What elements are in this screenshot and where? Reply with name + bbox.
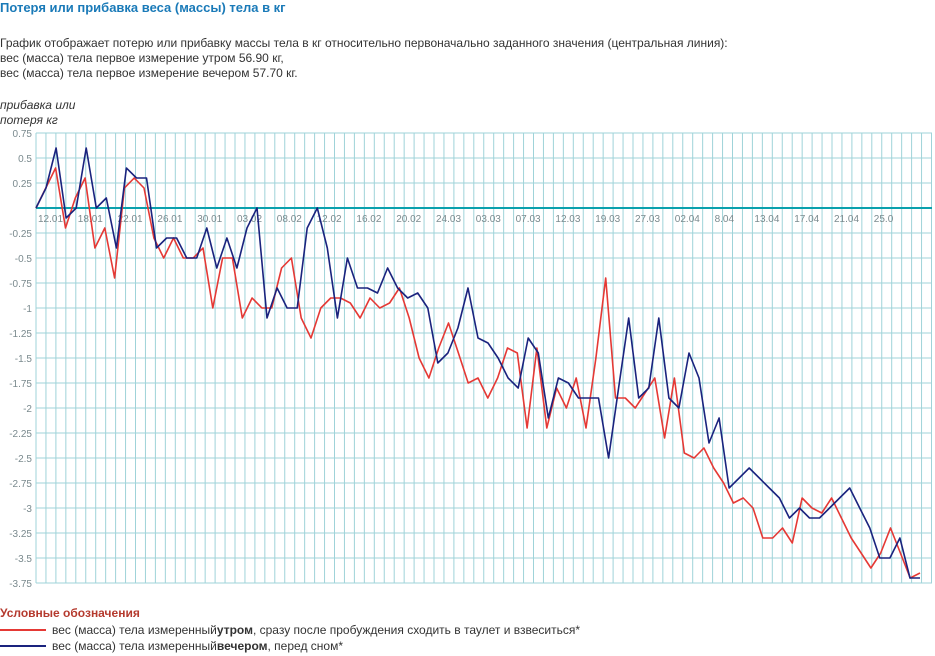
y-tick-label: 0.5 bbox=[18, 154, 32, 165]
y-tick-label: 0.75 bbox=[13, 129, 33, 140]
y-tick-label: -0.5 bbox=[15, 254, 33, 265]
y-tick-label: -1.5 bbox=[15, 354, 33, 365]
x-tick-label: 24.03 bbox=[436, 214, 461, 225]
y-tick-label: -0.75 bbox=[9, 279, 32, 290]
legend-swatch-evening bbox=[0, 645, 46, 647]
x-tick-label: 21.04 bbox=[834, 214, 859, 225]
y-tick-label: -3.5 bbox=[15, 554, 33, 565]
y-tick-label: -1 bbox=[23, 304, 32, 315]
legend-item-morning: вес (масса) тела измеренный утром, сразу… bbox=[0, 622, 580, 638]
y-tick-label: -2.75 bbox=[9, 479, 32, 490]
x-tick-label: 03.03 bbox=[476, 214, 501, 225]
y-tick-label: -1.75 bbox=[9, 379, 32, 390]
x-tick-label: 16.02 bbox=[356, 214, 381, 225]
x-tick-label: 22.01 bbox=[118, 214, 143, 225]
x-tick-label: 13.04 bbox=[754, 214, 779, 225]
y-tick-label: -3.75 bbox=[9, 579, 32, 590]
x-tick-label: 03.02 bbox=[237, 214, 262, 225]
y-tick-label: -0.25 bbox=[9, 229, 32, 240]
chart-title: Потеря или прибавка веса (массы) тела в … bbox=[0, 0, 286, 15]
legend: Условные обозначения вес (масса) тела из… bbox=[0, 606, 580, 654]
legend-swatch-morning bbox=[0, 629, 46, 631]
x-tick-label: 12.01 bbox=[38, 214, 63, 225]
y-tick-label: 0.25 bbox=[13, 179, 33, 190]
y-tick-label: -1.25 bbox=[9, 329, 32, 340]
x-tick-label: 08.02 bbox=[277, 214, 302, 225]
legend-item-evening: вес (масса) тела измеренный вечером, пер… bbox=[0, 638, 580, 654]
series-line-evening bbox=[35, 147, 920, 579]
legend-text-bold: утром bbox=[216, 623, 253, 637]
x-tick-label: 07.03 bbox=[516, 214, 541, 225]
x-tick-label: 8.04 bbox=[715, 214, 735, 225]
legend-title: Условные обозначения bbox=[0, 606, 140, 620]
x-tick-label: 26.01 bbox=[157, 214, 182, 225]
x-tick-label: 30.01 bbox=[197, 214, 222, 225]
description-line: вес (масса) тела первое измерение вечеро… bbox=[0, 66, 298, 80]
x-tick-label: 12.02 bbox=[317, 214, 342, 225]
x-tick-label: 27.03 bbox=[635, 214, 660, 225]
series-line-morning bbox=[35, 167, 921, 579]
weight-chart: 0.75 0.5 0.25 -0.25 -0.5 -0.75 -1 -1.25 -1.5 -1.7… bbox=[9, 129, 932, 590]
legend-text-post: , перед сном* bbox=[267, 639, 343, 653]
legend-text-pre: вес (масса) тела измеренный bbox=[52, 639, 217, 653]
y-axis-label-line: потеря кг bbox=[0, 113, 58, 127]
x-tick-label: 19.03 bbox=[595, 214, 620, 225]
description-line: вес (масса) тела первое измерение утром … bbox=[0, 51, 284, 65]
chart-description: График отображает потерю или прибавку ма… bbox=[0, 36, 728, 81]
y-axis-label: прибавка или потеря кг bbox=[0, 98, 75, 128]
x-tick-label: 20.02 bbox=[396, 214, 421, 225]
y-tick-label: -3 bbox=[23, 504, 32, 515]
y-tick-label: -2.25 bbox=[9, 429, 32, 440]
x-tick-label: 02.04 bbox=[675, 214, 700, 225]
x-tick-label: 12.03 bbox=[555, 214, 580, 225]
y-tick-label: -3.25 bbox=[9, 529, 32, 540]
y-tick-label: -2.5 bbox=[15, 454, 33, 465]
description-line: График отображает потерю или прибавку ма… bbox=[0, 36, 728, 50]
x-tick-label: 17.04 bbox=[794, 214, 819, 225]
y-tick-label: -2 bbox=[23, 404, 32, 415]
x-tick-label: 25.0 bbox=[874, 214, 894, 225]
legend-text-pre: вес (масса) тела измеренный bbox=[52, 623, 217, 637]
legend-text-post: , сразу после пробуждения сходить в таул… bbox=[252, 623, 581, 637]
legend-text-bold: вечером bbox=[216, 639, 268, 653]
y-axis-label-line: прибавка или bbox=[0, 98, 76, 112]
